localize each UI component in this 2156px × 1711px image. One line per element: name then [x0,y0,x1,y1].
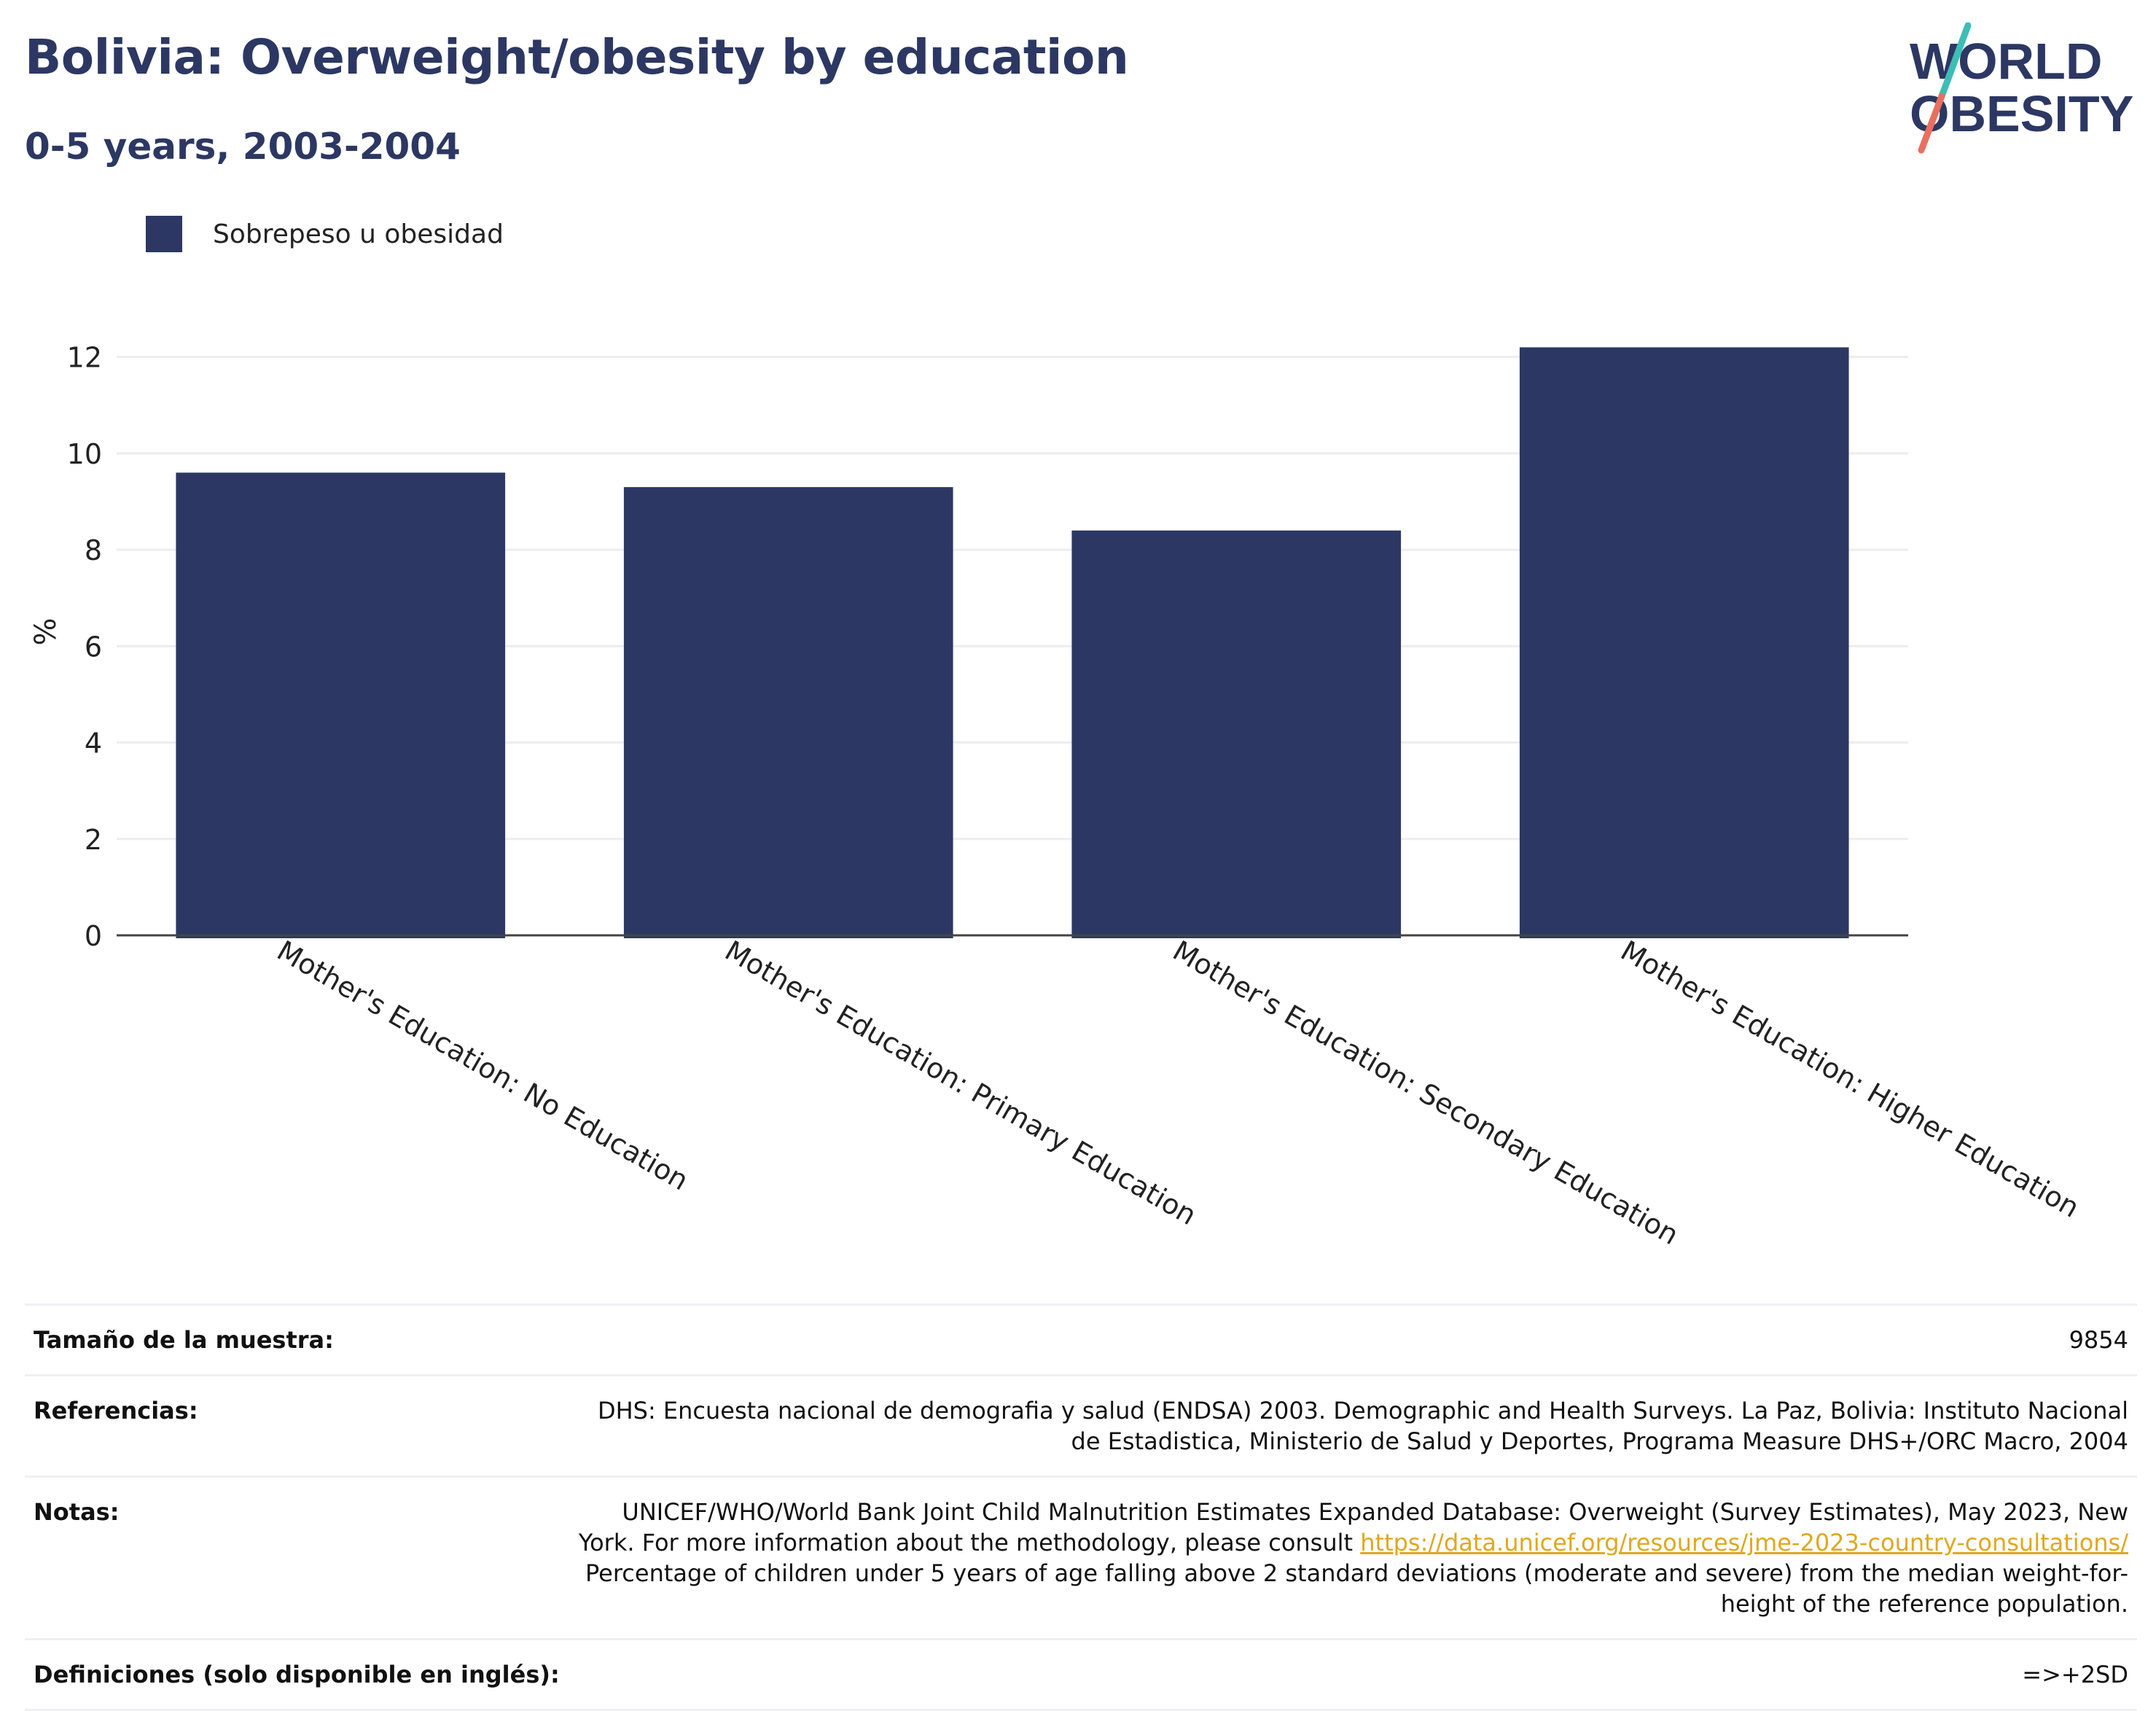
world-obesity-logo: WORLD OBESITY [1910,22,2133,154]
y-tick-label: 0 [85,920,102,952]
references-label: Referencias: [34,1397,198,1424]
notes-value: UNICEF/WHO/World Bank Joint Child Malnut… [569,1497,2128,1619]
notes-text-1: UNICEF/WHO/World Bank Joint Child Malnut… [578,1498,2128,1556]
notes-label: Notas: [34,1498,120,1526]
chart-legend: Sobrepeso u obesidad [146,216,504,252]
y-axis-label: % [29,617,63,645]
references-value: DHS: Encuesta nacional de demografia y s… [597,1397,2128,1455]
notes-row: Notas: UNICEF/WHO/World Bank Joint Child… [25,1476,2137,1638]
y-tick-label: 2 [85,824,102,856]
chart-subtitle: 0-5 years, 2003-2004 [25,125,461,168]
legend-label: Sobrepeso u obesidad [213,219,504,249]
bar [623,487,953,938]
definitions-row: Definiciones (solo disponible en inglés)… [25,1638,2137,1711]
sample-size-label: Tamaño de la muestra: [34,1326,334,1354]
svg-text:WORLD: WORLD [1910,33,2102,90]
x-tick-label: Mother's Education: No Education [272,935,694,1197]
y-tick-label: 6 [85,631,102,663]
svg-text:OBESITY: OBESITY [1910,85,2133,142]
notes-text-2: Percentage of children under 5 years of … [585,1559,2128,1618]
chart-title: Bolivia: Overweight/obesity by education [25,29,1129,85]
bar-chart: 0 2 4 6 8 10 12% Mother's Education: No Educati… [29,342,2085,1252]
y-tick-label: 8 [85,534,102,566]
x-tick-label: Mother's Education: Primary Education [719,935,1202,1231]
legend-swatch [146,216,182,252]
sample-size-value: 9854 [2069,1326,2128,1354]
notes-link[interactable]: https://data.unicef.org/resources/jme-20… [1360,1529,2128,1556]
y-tick-label: 12 [67,342,102,374]
definitions-label: Definiciones (solo disponible en inglés)… [34,1661,560,1688]
info-table: Tamaño de la muestra: 9854 Referencias: … [25,1303,2137,1711]
references-row: Referencias: DHS: Encuesta nacional de d… [25,1374,2137,1476]
x-tick-label: Mother's Education: Secondary Education [1168,935,1684,1252]
y-tick-label: 10 [67,438,102,470]
bar [1071,530,1402,938]
x-tick-label: Mother's Education: Higher Education [1615,935,2085,1224]
definitions-value: =>+2SD [2022,1661,2128,1688]
bar [1519,347,1849,938]
bar [176,472,506,938]
y-tick-label: 4 [85,728,102,760]
sample-size-row: Tamaño de la muestra: 9854 [25,1303,2137,1374]
